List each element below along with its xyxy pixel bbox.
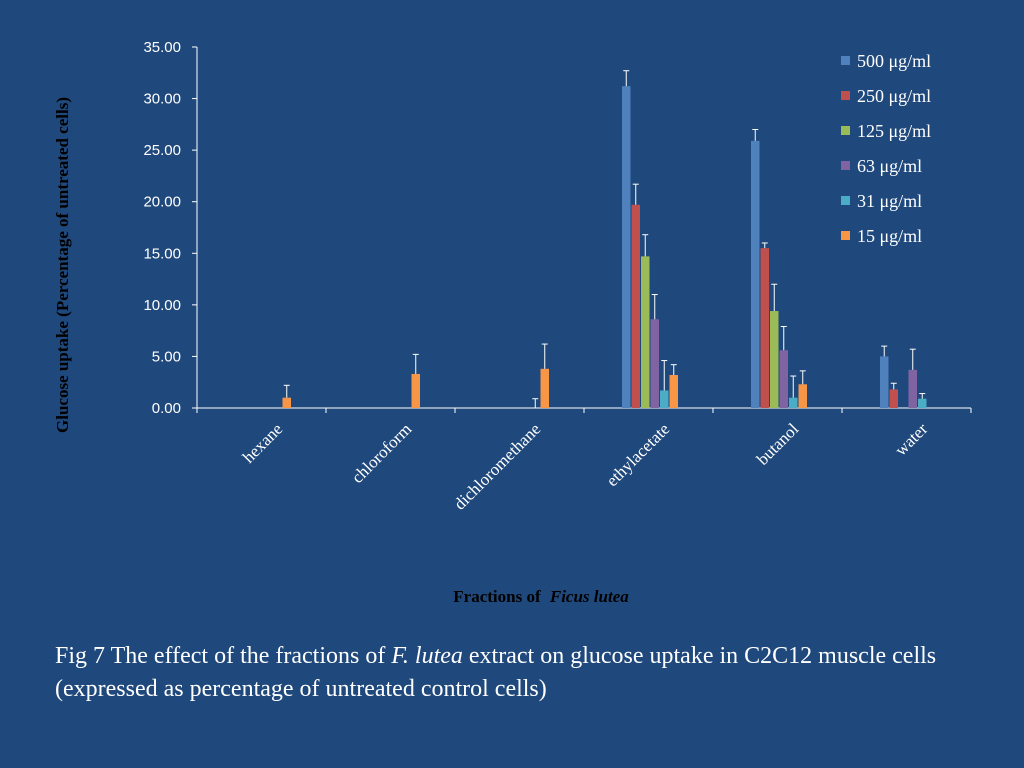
legend-swatch [841, 196, 850, 205]
legend-swatch [841, 231, 850, 240]
y-tick-label: 25.00 [143, 142, 181, 159]
category-label: ethylacetate [602, 419, 673, 490]
y-tick-label: 35.00 [143, 39, 181, 56]
category-label: butanol [753, 419, 803, 469]
bar [918, 398, 927, 408]
bar [751, 140, 760, 409]
legend-label: 63 μg/ml [857, 156, 922, 176]
y-tick-label: 15.00 [143, 245, 181, 262]
bar [282, 397, 291, 408]
y-tick-label: 10.00 [143, 297, 181, 314]
legend-label: 31 μg/ml [857, 191, 922, 211]
bar [540, 368, 549, 408]
x-axis-title-main: Fractions of [453, 587, 541, 606]
bar [411, 373, 420, 408]
category-label: water [891, 419, 931, 459]
category-label: dichloromethane [450, 419, 544, 513]
category-label: chloroform [348, 419, 416, 487]
y-tick-label: 20.00 [143, 194, 181, 211]
bar-chart: 0.00 5.00 10.00 15.00 20.00 25.00 30.00 35.00 he… [53, 39, 972, 606]
x-axis-title: Fractions of Ficus lutea [453, 587, 629, 606]
bar [779, 350, 788, 408]
chart-legend: 500 μg/ml 250 μg/ml 125 μg/ml 63 μg/ml 31 μg… [841, 51, 931, 246]
chart-axes [192, 46, 972, 413]
chart-labels: 0.00 5.00 10.00 15.00 20.00 25.00 30.00 35.00 he… [143, 39, 931, 514]
legend-swatch [841, 126, 850, 135]
y-tick-label: 0.00 [152, 400, 181, 417]
legend-swatch [841, 56, 850, 65]
bar [908, 369, 917, 408]
legend-label: 15 μg/ml [857, 226, 922, 246]
bar [798, 384, 807, 408]
legend-swatch [841, 161, 850, 170]
y-tick-label: 30.00 [143, 91, 181, 108]
bar [760, 248, 769, 408]
caption-species: F. lutea [391, 643, 463, 669]
bar [789, 397, 798, 408]
bar [889, 389, 898, 408]
legend-swatch [841, 91, 850, 100]
bar [770, 311, 779, 408]
legend-label: 125 μg/ml [857, 121, 931, 141]
caption-text-end: extract on glucose uptake in C2C12 muscl… [55, 643, 937, 702]
bar [660, 390, 669, 408]
chart-bars [282, 70, 927, 409]
category-label: hexane [239, 419, 286, 466]
bar [650, 319, 659, 408]
bar [631, 204, 640, 408]
bar [880, 356, 889, 408]
bar [641, 256, 650, 408]
x-axis-title-italic: Ficus lutea [549, 587, 629, 606]
legend-label: 500 μg/ml [857, 51, 931, 71]
y-tick-label: 5.00 [152, 348, 181, 365]
legend-label: 250 μg/ml [857, 86, 931, 106]
bar [622, 86, 631, 409]
figure-caption: Fig 7 The effect of the fractions of F. … [55, 640, 995, 706]
caption-text-start: Fig 7 The effect of the fractions of [55, 643, 392, 669]
bar [669, 374, 678, 408]
y-axis-title: Glucose uptake (Percentage of untreated … [53, 97, 72, 433]
